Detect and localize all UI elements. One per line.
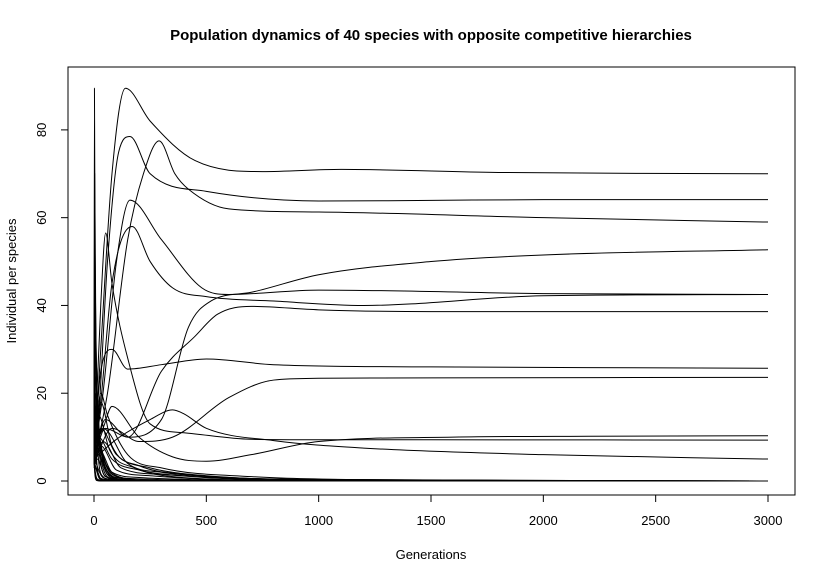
x-tick-label: 0 xyxy=(90,513,97,528)
series-line-39 xyxy=(93,423,768,482)
y-tick-label: 80 xyxy=(34,123,49,137)
y-tick-label: 40 xyxy=(34,298,49,312)
x-tick-label: 1500 xyxy=(417,513,446,528)
series-line-35 xyxy=(93,375,768,482)
series-line-10 xyxy=(93,376,769,464)
x-tick-label: 2500 xyxy=(641,513,670,528)
series-line-6 xyxy=(93,232,769,464)
x-axis-label: Generations xyxy=(396,547,467,562)
x-tick-label: 500 xyxy=(195,513,217,528)
x-tick-label: 1000 xyxy=(304,513,333,528)
series-line-20 xyxy=(93,458,768,482)
series-line-37 xyxy=(93,405,768,482)
series-line-8 xyxy=(93,305,768,460)
series-layer xyxy=(93,87,769,482)
series-line-1 xyxy=(93,87,769,464)
chart-title: Population dynamics of 40 species with o… xyxy=(170,27,692,44)
series-line-23 xyxy=(93,458,768,482)
series-line-28 xyxy=(93,401,769,482)
y-tick-label: 60 xyxy=(34,210,49,224)
y-tick-label: 20 xyxy=(34,386,49,400)
series-line-29 xyxy=(93,414,769,482)
x-tick-label: 3000 xyxy=(754,513,783,528)
series-line-4 xyxy=(93,199,769,455)
series-line-30 xyxy=(93,87,768,482)
series-line-32 xyxy=(93,239,769,482)
series-line-2 xyxy=(93,135,768,464)
y-tick-label: 0 xyxy=(34,477,49,484)
series-line-12 xyxy=(93,405,769,462)
series-line-5 xyxy=(93,225,769,460)
series-line-40 xyxy=(93,432,768,482)
x-axis: 0 500 1000 1500 2000 2500 3000 xyxy=(90,494,783,528)
series-line-11 xyxy=(93,409,769,460)
series-line-38 xyxy=(93,414,768,482)
series-line-33 xyxy=(93,304,768,482)
x-tick-label: 2000 xyxy=(529,513,558,528)
plot-frame xyxy=(67,66,796,496)
y-axis-label: Individual per species xyxy=(4,218,19,344)
series-line-26 xyxy=(93,459,768,482)
series-line-7 xyxy=(93,249,769,460)
y-axis: 0 20 40 60 80 xyxy=(34,123,69,485)
series-line-3 xyxy=(93,140,769,460)
series-line-9 xyxy=(93,348,769,455)
